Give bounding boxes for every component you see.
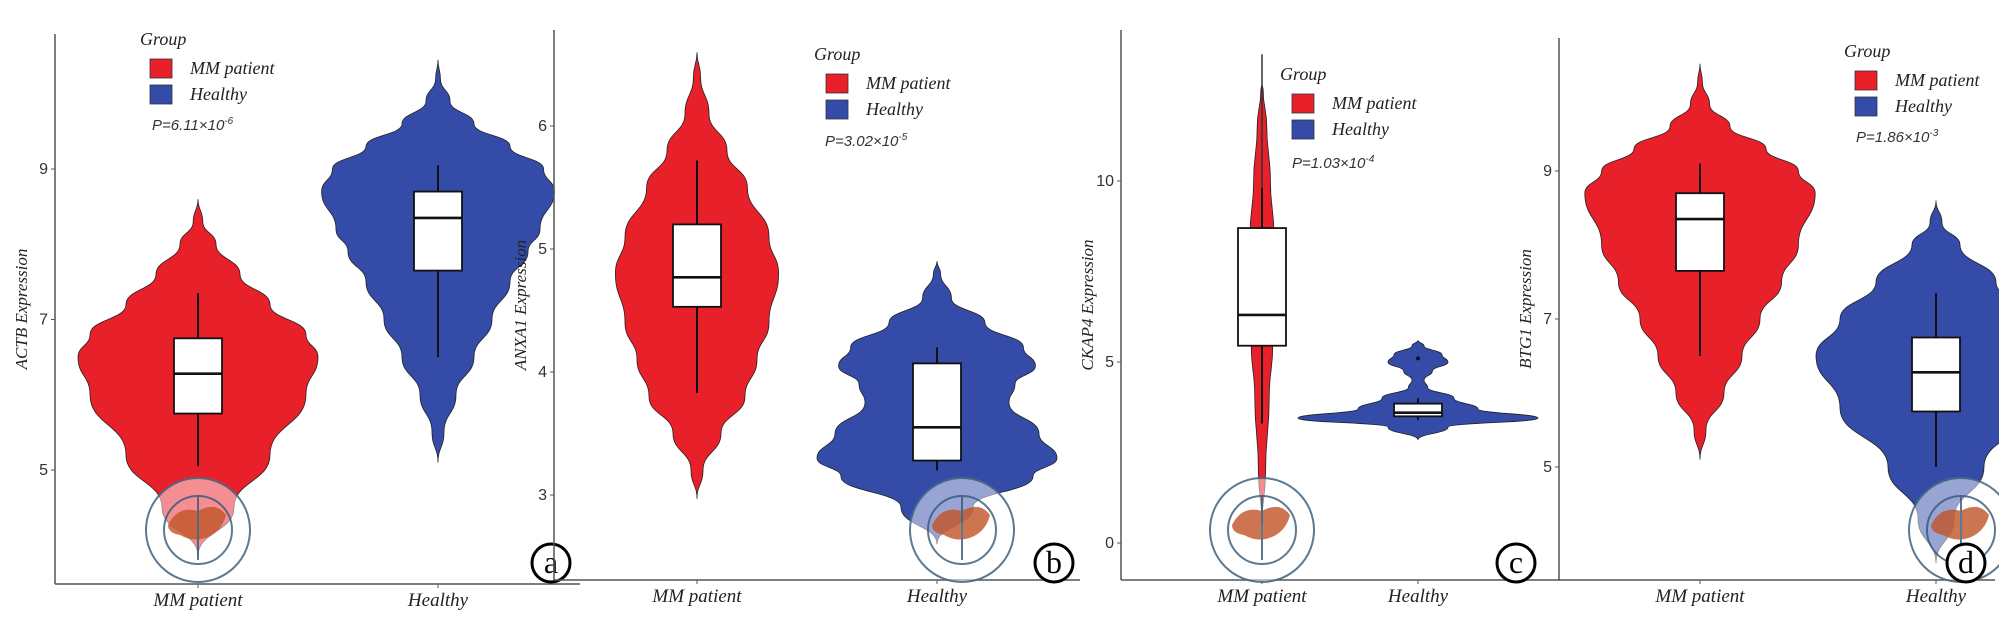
legend-swatch-healthy bbox=[1854, 96, 1878, 117]
violin-healthy bbox=[1297, 340, 1539, 441]
box-mm bbox=[1675, 192, 1725, 272]
x-tick-label: MM patient bbox=[1654, 586, 1745, 607]
y-axis-title: ANXA1 Expression bbox=[511, 240, 530, 371]
legend-label: MM patient bbox=[1894, 70, 1980, 90]
panel-b: 3 4 5 6 MM patient Healthy ANXA1 Expression Gro… bbox=[511, 30, 1080, 607]
p-value-text: P=1.86×10 bbox=[1856, 129, 1930, 146]
panel-d: 5 7 9 MM patient Healthy BTG1 Expression Group… bbox=[1516, 38, 1999, 607]
panel-c: 0 5 10 MM patient Healthy CKAP4 Expression Gro… bbox=[1078, 30, 1560, 607]
p-value-annotation: P=3.02×10-5 bbox=[825, 132, 908, 150]
box-healthy bbox=[1393, 402, 1443, 418]
y-tick-label: 0 bbox=[1105, 535, 1114, 552]
box-mm bbox=[173, 337, 223, 415]
legend-label: MM patient bbox=[1331, 93, 1417, 113]
x-tick-label: MM patient bbox=[651, 586, 742, 607]
x-tick-label: Healthy bbox=[906, 586, 968, 607]
panel-letter: c bbox=[1509, 544, 1523, 580]
watermark-logo bbox=[909, 477, 1015, 583]
x-tick-label: Healthy bbox=[407, 590, 469, 611]
violin-healthy bbox=[1815, 200, 1999, 564]
box-mm bbox=[1237, 227, 1287, 347]
watermark-logo bbox=[145, 477, 251, 583]
y-tick-label: 6 bbox=[538, 118, 547, 135]
p-value-annotation: P=6.11×10-6 bbox=[152, 116, 234, 134]
legend-swatch-healthy bbox=[1291, 119, 1315, 140]
outlier-point bbox=[1416, 356, 1420, 361]
box-healthy bbox=[912, 362, 962, 462]
y-tick-label: 9 bbox=[39, 161, 48, 178]
panel-letter: a bbox=[544, 544, 558, 580]
legend-label: MM patient bbox=[189, 58, 275, 78]
legend-title: Group bbox=[140, 29, 186, 49]
panel-letter: d bbox=[1958, 544, 1974, 580]
legend-label: Healthy bbox=[1331, 119, 1389, 139]
watermark-logo bbox=[1209, 477, 1315, 583]
p-value-text: P=3.02×10 bbox=[825, 133, 899, 150]
y-tick-label: 5 bbox=[1543, 459, 1552, 476]
legend-label: Healthy bbox=[865, 99, 923, 119]
x-tick-label: MM patient bbox=[152, 590, 243, 611]
legend-swatch-mm bbox=[825, 73, 849, 94]
panel-letter-circle bbox=[1495, 542, 1537, 584]
p-value-exponent: -6 bbox=[224, 116, 233, 127]
y-axis-title: BTG1 Expression bbox=[1516, 249, 1535, 369]
legend-label: MM patient bbox=[865, 73, 951, 93]
box-healthy bbox=[413, 190, 463, 272]
x-tick-label: MM patient bbox=[1216, 586, 1307, 607]
box-healthy bbox=[1911, 336, 1961, 413]
legend-title: Group bbox=[1844, 41, 1890, 61]
p-value-text: P=6.11×10 bbox=[152, 117, 225, 134]
y-tick-label: 4 bbox=[538, 364, 547, 381]
y-axis-title: ACTB Expression bbox=[12, 249, 31, 371]
legend-label: Healthy bbox=[189, 84, 247, 104]
legend-title: Group bbox=[1280, 64, 1326, 84]
legend-swatch-healthy bbox=[825, 99, 849, 120]
p-value-exponent: -5 bbox=[898, 132, 907, 143]
box-mm bbox=[672, 223, 722, 308]
y-tick-label: 5 bbox=[1105, 354, 1114, 371]
y-tick-label: 3 bbox=[538, 487, 547, 504]
legend-label: Healthy bbox=[1894, 96, 1952, 116]
legend-swatch-mm bbox=[1854, 70, 1878, 91]
y-tick-label: 7 bbox=[39, 312, 48, 329]
legend-swatch-mm bbox=[1291, 93, 1315, 114]
legend-swatch-healthy bbox=[149, 84, 173, 105]
panel-a: 5 7 9 MM patient Healthy ACTB Expression Group… bbox=[12, 29, 580, 611]
legend-swatch-mm bbox=[149, 58, 173, 79]
y-tick-label: 5 bbox=[39, 462, 48, 479]
x-tick-label: Healthy bbox=[1905, 586, 1967, 607]
p-value-exponent: -4 bbox=[1365, 154, 1374, 165]
p-value-text: P=1.03×10 bbox=[1292, 155, 1366, 172]
panel-letter: b bbox=[1046, 544, 1062, 580]
y-axis-title: CKAP4 Expression bbox=[1078, 239, 1097, 370]
y-tick-label: 5 bbox=[538, 241, 547, 258]
p-value-exponent: -3 bbox=[1929, 128, 1938, 139]
legend-title: Group bbox=[814, 44, 860, 64]
y-tick-label: 7 bbox=[1543, 311, 1552, 328]
p-value-annotation: P=1.03×10-4 bbox=[1292, 154, 1375, 172]
y-tick-label: 10 bbox=[1096, 173, 1114, 190]
x-tick-label: Healthy bbox=[1387, 586, 1449, 607]
y-tick-label: 9 bbox=[1543, 163, 1552, 180]
panel-letter-circle bbox=[1945, 542, 1987, 584]
panel-letter-circle bbox=[530, 542, 572, 584]
p-value-annotation: P=1.86×10-3 bbox=[1856, 128, 1939, 146]
panel-letter-circle bbox=[1033, 542, 1075, 584]
